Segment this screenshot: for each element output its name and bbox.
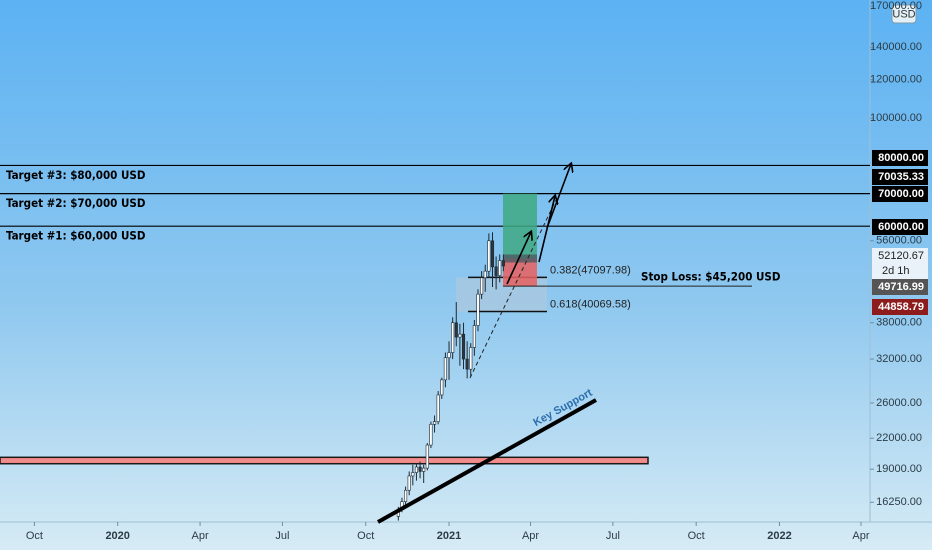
x-tick-label: Oct — [357, 530, 374, 542]
price-tag-label: 80000.00 — [878, 152, 924, 164]
x-tick-label: Apr — [192, 530, 209, 542]
price-tag-label: 70000.00 — [878, 188, 924, 200]
price-tag-label: 52120.67 — [878, 250, 924, 262]
y-tick-label: 56000.00 — [876, 235, 922, 247]
candle-body — [429, 423, 433, 446]
price-tag-label: 49716.99 — [878, 281, 924, 293]
x-tick-label: Jul — [606, 530, 620, 542]
y-tick-label: 32000.00 — [876, 353, 922, 365]
candle-body — [418, 466, 422, 472]
candle-body — [461, 333, 466, 360]
price-tag-label: 70035.33 — [878, 171, 924, 183]
candle-body — [425, 444, 429, 469]
candle-body — [411, 472, 415, 477]
candle-body — [432, 421, 437, 425]
candle-body — [480, 277, 484, 295]
y-tick-label: 19000.00 — [876, 463, 922, 475]
y-tick-label: 170000.00 — [870, 0, 922, 12]
plot: 0.382(47097.98) 0.618(40069.58) Target #3:… — [0, 164, 870, 524]
support-zone — [0, 456, 649, 465]
candle-body — [451, 322, 455, 353]
candle-body — [490, 240, 495, 268]
arrow — [538, 196, 555, 263]
candle-body — [469, 347, 473, 370]
target-label: Target #1: $60,000 USD — [6, 229, 146, 243]
fib-label: 0.382(47097.98) — [550, 264, 631, 276]
price-tag — [872, 186, 928, 202]
price-tag — [872, 219, 928, 235]
price-tag-label: 44858.79 — [878, 301, 924, 313]
y-tick-label: 100000.00 — [870, 112, 922, 124]
candle-body — [501, 260, 505, 267]
candle-body — [498, 260, 502, 276]
candle-body — [454, 322, 458, 338]
candle-body — [487, 240, 491, 272]
candle-body — [472, 325, 476, 348]
candle-body — [436, 394, 440, 422]
price-tag — [872, 169, 928, 185]
x-tick-label: Apr — [852, 530, 869, 542]
candle-body — [476, 293, 480, 326]
y-tick-label: 120000.00 — [870, 74, 922, 86]
x-tick-label: 2021 — [437, 530, 461, 542]
currency: USD — [892, 8, 915, 20]
candle-body — [483, 270, 487, 279]
candle-body — [443, 357, 447, 381]
position-target — [503, 193, 537, 259]
x-tick-label: 2020 — [105, 530, 129, 542]
interval-tag — [872, 263, 928, 279]
fib-label: 0.618(40069.58) — [550, 298, 631, 310]
y-tick-label: 22000.00 — [876, 432, 922, 444]
y-tick-label: 16250.00 — [876, 496, 922, 508]
currency-badge[interactable] — [891, 4, 917, 24]
trend-dashed — [469, 199, 557, 379]
candle-body — [414, 466, 419, 473]
arrow — [546, 164, 571, 229]
price-tag — [872, 248, 928, 264]
candle-body — [407, 475, 411, 491]
y-tick-label: 26000.00 — [876, 397, 922, 409]
x-tick-label: Oct — [26, 530, 43, 542]
target-label: Target #3: $80,000 USD — [6, 168, 146, 182]
arrow — [506, 232, 531, 285]
stop-loss-label: Stop Loss: $45,200 USD — [641, 270, 781, 284]
price-tag — [872, 299, 928, 315]
candle-body — [404, 489, 408, 502]
interval-label: 2d 1h — [882, 265, 910, 277]
position-entry — [503, 254, 537, 263]
candle-body — [440, 379, 444, 396]
x-tick-label: Jul — [275, 530, 289, 542]
x-tick-label: 2022 — [767, 530, 791, 542]
candle-body — [494, 266, 498, 276]
key-support-line — [377, 398, 597, 524]
x-tick-label: Oct — [688, 530, 705, 542]
candle-body — [422, 467, 426, 472]
candle-body — [465, 358, 469, 370]
candle-body — [447, 352, 451, 359]
candle-body — [458, 333, 462, 338]
y-tick-label: 140000.00 — [870, 41, 922, 53]
y-tick-label: 38000.00 — [876, 317, 922, 329]
target-label: Target #2: $70,000 USD — [6, 196, 146, 210]
x-tick-label: Apr — [522, 530, 539, 542]
price-tag — [872, 279, 928, 295]
price-tag-label: 60000.00 — [878, 221, 924, 233]
price-tag — [872, 150, 928, 166]
